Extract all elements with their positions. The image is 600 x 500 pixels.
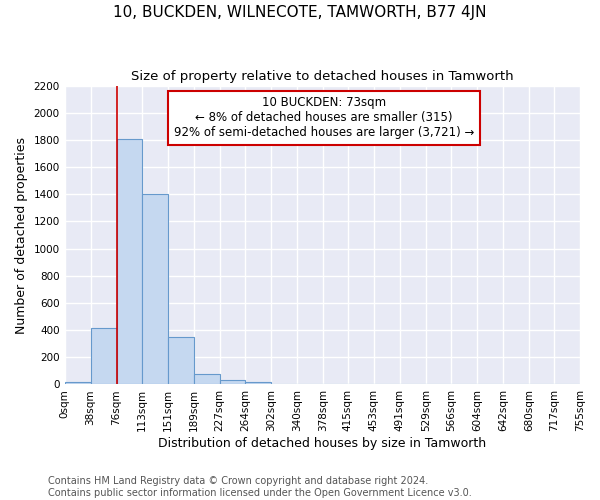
Text: Contains HM Land Registry data © Crown copyright and database right 2024.
Contai: Contains HM Land Registry data © Crown c… bbox=[48, 476, 472, 498]
Y-axis label: Number of detached properties: Number of detached properties bbox=[15, 136, 28, 334]
Title: Size of property relative to detached houses in Tamworth: Size of property relative to detached ho… bbox=[131, 70, 514, 83]
Bar bbox=[142, 194, 168, 384]
Bar bbox=[116, 138, 142, 384]
Text: 10 BUCKDEN: 73sqm
← 8% of detached houses are smaller (315)
92% of semi-detached: 10 BUCKDEN: 73sqm ← 8% of detached house… bbox=[174, 96, 474, 140]
Bar bbox=[91, 328, 116, 384]
Bar bbox=[245, 382, 271, 384]
Text: 10, BUCKDEN, WILNECOTE, TAMWORTH, B77 4JN: 10, BUCKDEN, WILNECOTE, TAMWORTH, B77 4J… bbox=[113, 5, 487, 20]
Bar bbox=[65, 382, 91, 384]
X-axis label: Distribution of detached houses by size in Tamworth: Distribution of detached houses by size … bbox=[158, 437, 487, 450]
Bar bbox=[168, 337, 194, 384]
Bar bbox=[220, 380, 245, 384]
Bar bbox=[194, 374, 220, 384]
